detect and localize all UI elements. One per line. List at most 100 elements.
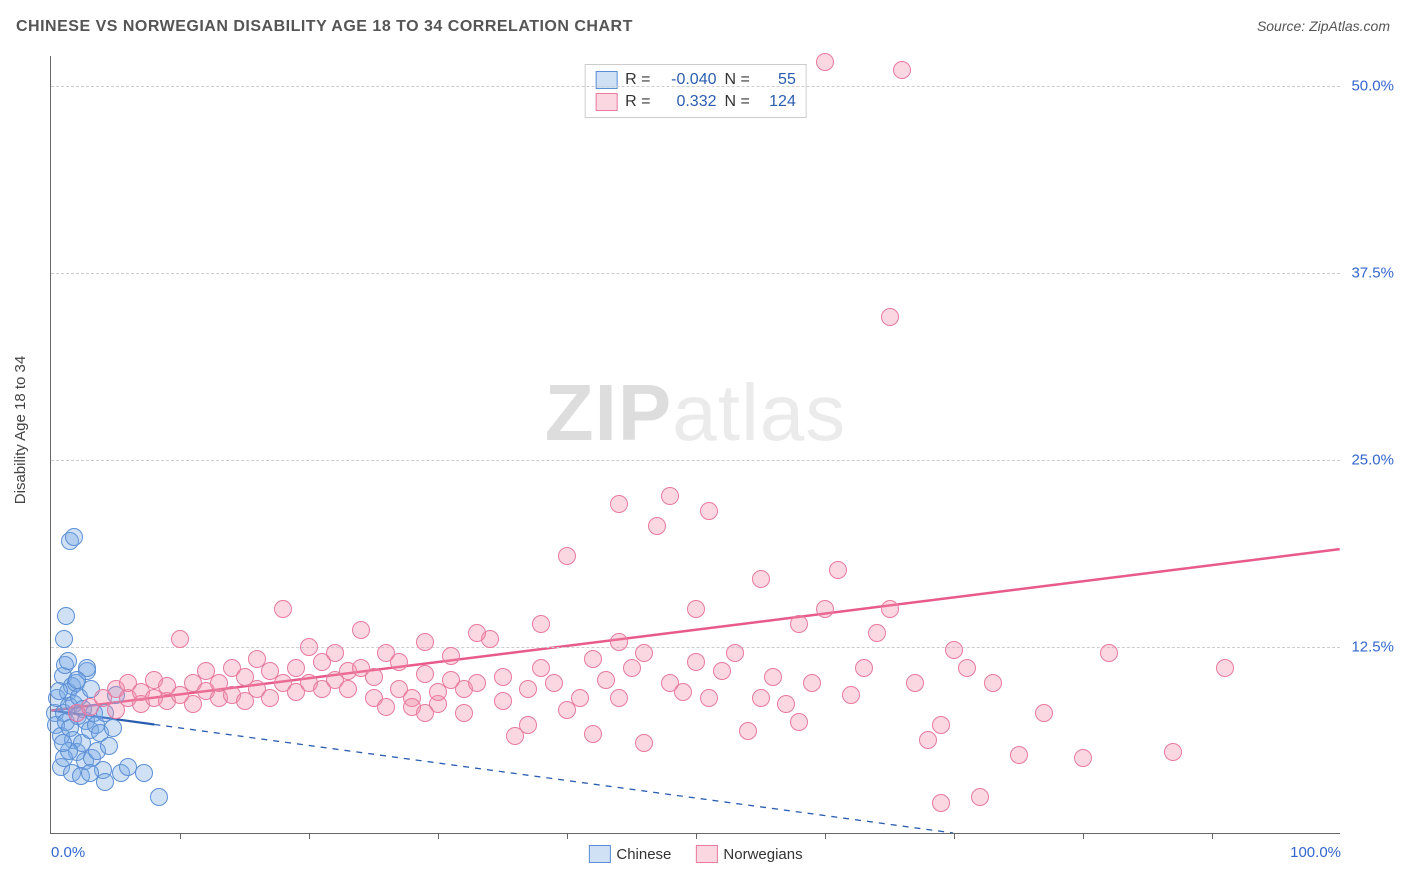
data-point-norwegians (700, 502, 718, 520)
data-point-norwegians (700, 689, 718, 707)
data-point-norwegians (764, 668, 782, 686)
data-point-norwegians (442, 647, 460, 665)
data-point-norwegians (855, 659, 873, 677)
data-point-norwegians (1216, 659, 1234, 677)
data-point-norwegians (777, 695, 795, 713)
data-point-chinese (78, 659, 96, 677)
data-point-chinese (65, 528, 83, 546)
data-point-norwegians (1010, 746, 1028, 764)
data-point-norwegians (713, 662, 731, 680)
data-point-norwegians (881, 308, 899, 326)
x-tick (1083, 833, 1084, 839)
data-point-norwegians (377, 698, 395, 716)
data-point-norwegians (816, 53, 834, 71)
x-tick (309, 833, 310, 839)
data-point-norwegians (558, 547, 576, 565)
data-point-norwegians (584, 650, 602, 668)
x-tick (696, 833, 697, 839)
legend-row: R = -0.040 N = 55 (595, 69, 796, 91)
data-point-norwegians (674, 683, 692, 701)
data-point-chinese (59, 652, 77, 670)
data-point-norwegians (339, 680, 357, 698)
data-point-norwegians (687, 600, 705, 618)
data-point-norwegians (816, 600, 834, 618)
data-point-norwegians (184, 695, 202, 713)
data-point-norwegians (906, 674, 924, 692)
watermark-zip: ZIP (545, 368, 672, 457)
data-point-norwegians (287, 659, 305, 677)
data-point-norwegians (623, 659, 641, 677)
watermark-atlas: atlas (672, 368, 846, 457)
data-point-norwegians (726, 644, 744, 662)
data-point-chinese (55, 630, 73, 648)
legend-item-chinese: Chinese (588, 845, 671, 863)
correlation-legend: R = -0.040 N = 55 R = 0.332 N = 124 (584, 64, 807, 118)
r-value-norwegian: 0.332 (659, 93, 717, 111)
data-point-norwegians (790, 615, 808, 633)
n-label: N = (725, 93, 750, 111)
data-point-norwegians (519, 716, 537, 734)
data-point-norwegians (300, 638, 318, 656)
watermark: ZIPatlas (545, 367, 846, 459)
data-point-norwegians (752, 689, 770, 707)
data-point-chinese (100, 737, 118, 755)
data-point-norwegians (893, 61, 911, 79)
chart-title: CHINESE VS NORWEGIAN DISABILITY AGE 18 T… (16, 18, 633, 36)
legend-item-norwegian: Norwegians (695, 845, 802, 863)
trend-lines-svg (51, 56, 1340, 833)
data-point-norwegians (390, 653, 408, 671)
n-value-norwegian: 124 (758, 93, 796, 111)
data-point-norwegians (971, 788, 989, 806)
data-point-norwegians (648, 517, 666, 535)
data-point-norwegians (532, 659, 550, 677)
y-tick-label: 12.5% (1351, 638, 1394, 655)
series-legend: Chinese Norwegians (588, 845, 802, 863)
legend-row: R = 0.332 N = 124 (595, 91, 796, 113)
source-label: Source: ZipAtlas.com (1257, 18, 1390, 34)
data-point-norwegians (984, 674, 1002, 692)
data-point-norwegians (1100, 644, 1118, 662)
data-point-chinese (54, 734, 72, 752)
data-point-chinese (57, 607, 75, 625)
data-point-norwegians (261, 689, 279, 707)
data-point-norwegians (274, 600, 292, 618)
y-axis-title: Disability Age 18 to 34 (12, 356, 29, 504)
data-point-norwegians (661, 487, 679, 505)
data-point-norwegians (958, 659, 976, 677)
gridline (51, 460, 1340, 461)
y-tick-label: 37.5% (1351, 264, 1394, 281)
x-tick (1212, 833, 1213, 839)
data-point-norwegians (945, 641, 963, 659)
data-point-norwegians (352, 621, 370, 639)
data-point-norwegians (881, 600, 899, 618)
data-point-norwegians (610, 689, 628, 707)
data-point-norwegians (468, 674, 486, 692)
data-point-norwegians (932, 716, 950, 734)
legend-swatch-chinese (588, 845, 610, 863)
data-point-chinese (135, 764, 153, 782)
x-tick-label: 0.0% (51, 844, 85, 861)
data-point-norwegians (842, 686, 860, 704)
data-point-norwegians (829, 561, 847, 579)
data-point-norwegians (416, 704, 434, 722)
data-point-norwegians (468, 624, 486, 642)
x-tick-label: 100.0% (1290, 844, 1341, 861)
gridline (51, 647, 1340, 648)
y-tick-label: 25.0% (1351, 451, 1394, 468)
data-point-norwegians (455, 704, 473, 722)
data-point-norwegians (416, 633, 434, 651)
data-point-chinese (50, 682, 68, 700)
y-tick-label: 50.0% (1351, 77, 1394, 94)
x-tick (180, 833, 181, 839)
data-point-norwegians (687, 653, 705, 671)
data-point-norwegians (868, 624, 886, 642)
data-point-norwegians (803, 674, 821, 692)
data-point-norwegians (1035, 704, 1053, 722)
legend-swatch-norwegian (595, 93, 617, 111)
data-point-norwegians (494, 668, 512, 686)
x-tick (825, 833, 826, 839)
data-point-norwegians (610, 495, 628, 513)
data-point-norwegians (171, 630, 189, 648)
trendline-extrapolated-chinese (154, 724, 953, 833)
data-point-norwegians (584, 725, 602, 743)
